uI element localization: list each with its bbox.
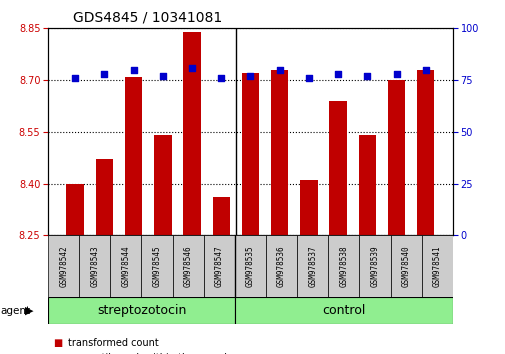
Bar — [125, 76, 142, 235]
Text: GSM978542: GSM978542 — [59, 246, 68, 287]
Text: ■: ■ — [53, 338, 62, 348]
Bar — [387, 80, 405, 235]
Point — [392, 71, 400, 77]
Bar — [172, 235, 204, 297]
Bar — [234, 297, 452, 324]
Text: GSM978538: GSM978538 — [339, 246, 348, 287]
Point — [421, 67, 429, 73]
Bar — [141, 235, 172, 297]
Point — [246, 73, 254, 79]
Text: percentile rank within the sample: percentile rank within the sample — [68, 353, 233, 354]
Point — [333, 71, 341, 77]
Bar — [329, 101, 346, 235]
Text: GSM978544: GSM978544 — [121, 246, 130, 287]
Point — [100, 71, 108, 77]
Text: transformed count: transformed count — [68, 338, 159, 348]
Bar — [421, 235, 452, 297]
Point — [304, 75, 312, 81]
Bar — [359, 235, 390, 297]
Text: GSM978545: GSM978545 — [152, 246, 161, 287]
Bar — [66, 184, 84, 235]
Bar — [79, 235, 110, 297]
Bar — [328, 235, 359, 297]
Bar — [270, 70, 288, 235]
Point — [363, 73, 371, 79]
Bar — [266, 235, 296, 297]
Text: GSM978540: GSM978540 — [401, 246, 410, 287]
Bar — [110, 235, 141, 297]
Text: GSM978539: GSM978539 — [370, 246, 379, 287]
Bar — [48, 235, 79, 297]
Bar — [299, 180, 317, 235]
Bar — [390, 235, 421, 297]
Point — [217, 75, 225, 81]
Text: ■: ■ — [53, 353, 62, 354]
Text: GSM978536: GSM978536 — [277, 246, 285, 287]
Bar — [416, 70, 434, 235]
Text: GSM978541: GSM978541 — [432, 246, 441, 287]
Text: GSM978547: GSM978547 — [215, 246, 223, 287]
Bar — [241, 73, 259, 235]
Text: GSM978535: GSM978535 — [245, 246, 255, 287]
Bar — [234, 235, 266, 297]
Bar — [358, 135, 375, 235]
Text: streptozotocin: streptozotocin — [96, 304, 186, 317]
Bar — [154, 135, 171, 235]
Text: GSM978537: GSM978537 — [308, 246, 317, 287]
Point — [129, 67, 137, 73]
Bar — [296, 235, 328, 297]
Point — [159, 73, 167, 79]
Text: agent: agent — [1, 306, 31, 316]
Text: GSM978543: GSM978543 — [90, 246, 99, 287]
Point — [188, 65, 196, 70]
Text: GSM978546: GSM978546 — [183, 246, 192, 287]
Point — [71, 75, 79, 81]
Point — [275, 67, 283, 73]
Bar — [204, 235, 234, 297]
Bar — [212, 198, 230, 235]
Bar — [183, 32, 200, 235]
Text: GDS4845 / 10341081: GDS4845 / 10341081 — [73, 11, 222, 25]
Bar — [95, 159, 113, 235]
Text: control: control — [322, 304, 365, 317]
Text: ▶: ▶ — [25, 306, 34, 316]
Bar — [48, 297, 234, 324]
